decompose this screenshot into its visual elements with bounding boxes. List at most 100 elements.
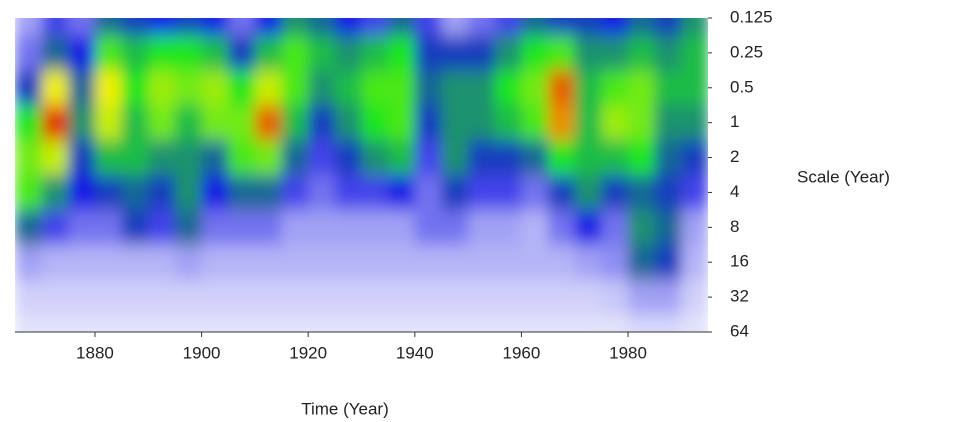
heat-cell [201, 209, 229, 246]
heat-cell [174, 105, 203, 141]
heat-cell [468, 175, 496, 211]
heat-cell [521, 105, 549, 141]
heat-cell [654, 140, 682, 176]
heat-cell [121, 175, 149, 211]
heat-cell [308, 279, 336, 316]
heat-cell [281, 35, 309, 71]
heat-cell [174, 140, 203, 176]
heat-cell [174, 279, 203, 316]
heat-cell [308, 18, 336, 36]
heat-cell [68, 209, 96, 246]
heat-cell [94, 279, 123, 316]
heat-cell [601, 175, 629, 211]
heat-cell [441, 105, 469, 141]
heat-cell [228, 105, 256, 141]
heat-cell [574, 105, 602, 141]
x-tick-label: 1960 [503, 343, 541, 362]
heat-cell [548, 105, 576, 141]
x-tick-label: 1940 [396, 343, 434, 362]
x-tick-label: 1900 [183, 343, 221, 362]
heat-cell [68, 314, 96, 332]
heat-cell [494, 35, 522, 71]
heat-cell [148, 175, 176, 211]
y-tick-label: 4 [730, 182, 739, 201]
heat-cell [388, 70, 416, 106]
heat-cell [308, 35, 336, 71]
y-tick-label: 2 [730, 147, 739, 166]
heat-cell [521, 279, 549, 316]
heat-cell [281, 140, 309, 176]
heat-cell [468, 279, 496, 316]
heat-cell [41, 35, 69, 71]
heat-cell [441, 209, 469, 246]
heat-cell [68, 244, 96, 281]
heat-cell [548, 209, 576, 246]
heat-cell [281, 244, 309, 281]
heat-cell [361, 140, 389, 176]
heat-cell [414, 35, 442, 71]
heat-cell [388, 314, 416, 332]
heat-cell [174, 35, 203, 71]
heat-cell [654, 70, 682, 106]
heat-cell [574, 314, 602, 332]
heat-cell [281, 18, 309, 36]
heat-cell [15, 175, 43, 211]
heat-cell [121, 140, 149, 176]
heat-cell [254, 314, 283, 332]
heat-cell [68, 18, 96, 36]
heat-cell [574, 175, 602, 211]
heat-cell [468, 70, 496, 106]
y-tick-label: 0.25 [730, 42, 763, 61]
heat-cell [15, 70, 43, 106]
heat-cell [228, 140, 256, 176]
heat-cell [68, 175, 96, 211]
heat-cell [441, 314, 469, 332]
heat-cell [121, 209, 149, 246]
y-tick-label: 8 [730, 217, 739, 236]
heat-cell [654, 35, 682, 71]
heat-cell [361, 209, 389, 246]
heat-cell [441, 279, 469, 316]
heat-cell [15, 279, 43, 316]
heat-cell [468, 105, 496, 141]
heat-cell [681, 105, 708, 141]
heat-cell [388, 244, 416, 281]
heat-cell [334, 209, 362, 246]
heat-cell [601, 140, 629, 176]
heat-cell [94, 70, 123, 106]
heat-cell [414, 279, 442, 316]
heat-cell [41, 209, 69, 246]
heat-cell [121, 35, 149, 71]
heat-cell [94, 175, 123, 211]
heat-cell [654, 244, 682, 281]
heat-cell [254, 209, 283, 246]
heat-cell [174, 244, 203, 281]
heat-cell [254, 18, 283, 36]
heat-cell [121, 18, 149, 36]
heat-cell [334, 140, 362, 176]
heat-cell [228, 314, 256, 332]
heat-cell [201, 314, 229, 332]
heat-cell [174, 209, 203, 246]
heat-cell [681, 209, 708, 246]
heat-cell [548, 314, 576, 332]
heat-cell [41, 244, 69, 281]
heat-cell [494, 244, 522, 281]
heat-cell [441, 35, 469, 71]
y-tick-label: 32 [730, 287, 749, 306]
heat-cell [254, 35, 283, 71]
heat-cell [601, 70, 629, 106]
heat-cell [228, 244, 256, 281]
heat-cell [68, 140, 96, 176]
heat-cell [414, 140, 442, 176]
heat-cell [521, 175, 549, 211]
heat-cell [334, 175, 362, 211]
heat-cell [601, 314, 629, 332]
heat-cell [281, 314, 309, 332]
heat-cell [628, 70, 656, 106]
heat-cell [121, 314, 149, 332]
heat-cell [148, 209, 176, 246]
heat-cell [94, 105, 123, 141]
heat-cell [201, 175, 229, 211]
heat-cell [654, 105, 682, 141]
